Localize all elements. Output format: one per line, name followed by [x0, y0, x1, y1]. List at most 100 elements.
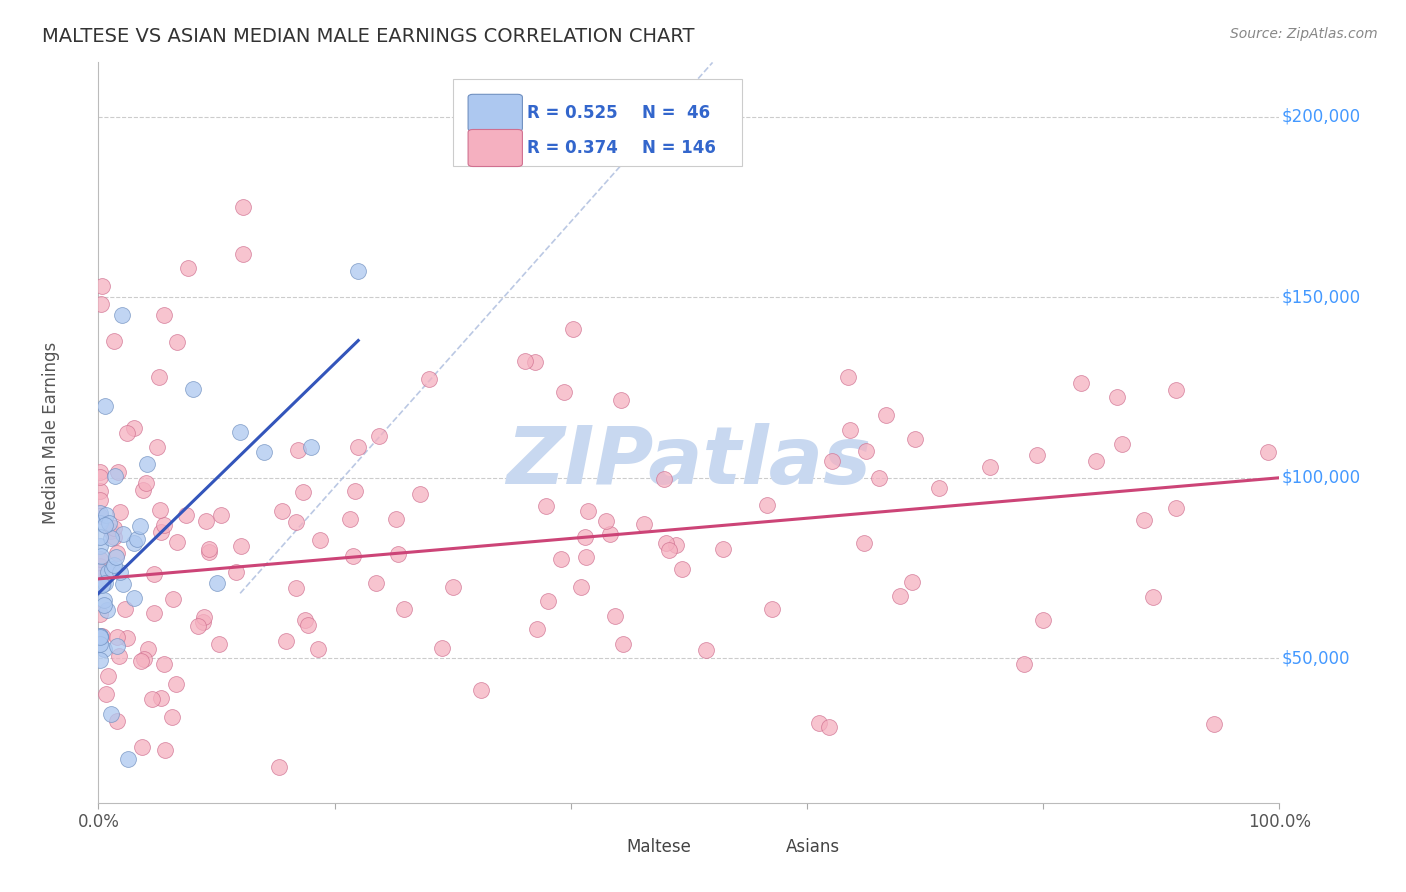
Text: N = 146: N = 146 — [641, 139, 716, 157]
Point — [299, 440, 322, 454]
Point — [1202, 716, 1225, 731]
Point — [89, 516, 111, 531]
Point — [90, 279, 112, 293]
Point — [287, 443, 309, 458]
Point — [155, 743, 177, 757]
Point — [111, 577, 134, 591]
Point — [603, 608, 626, 623]
Point — [132, 483, 155, 498]
Point — [94, 517, 117, 532]
Point — [97, 566, 120, 580]
Point — [1025, 449, 1047, 463]
Point — [1142, 591, 1164, 605]
Point — [160, 710, 183, 724]
Point — [89, 566, 111, 580]
Point — [838, 423, 860, 437]
Point — [89, 539, 111, 553]
Point — [232, 200, 254, 214]
Point — [695, 643, 717, 657]
Point — [122, 536, 145, 550]
Point — [93, 592, 115, 607]
Point — [387, 547, 409, 561]
Point — [671, 562, 693, 576]
Point — [347, 440, 370, 454]
Point — [1166, 500, 1188, 515]
Point — [89, 484, 111, 499]
Point — [1257, 445, 1279, 459]
Point — [89, 629, 111, 643]
Point — [928, 482, 950, 496]
Point — [129, 655, 152, 669]
FancyBboxPatch shape — [468, 95, 523, 131]
Point — [229, 539, 252, 553]
FancyBboxPatch shape — [738, 830, 782, 864]
Point — [105, 714, 128, 728]
Point — [229, 425, 252, 439]
Point — [569, 580, 592, 594]
Point — [394, 602, 416, 616]
Point — [105, 630, 128, 644]
Point — [524, 354, 547, 368]
Point — [94, 399, 117, 413]
Point — [665, 538, 688, 552]
Point — [103, 530, 125, 544]
Point — [100, 562, 122, 576]
Point — [339, 512, 361, 526]
Point — [89, 470, 111, 484]
Point — [187, 619, 209, 633]
Point — [94, 687, 117, 701]
Point — [89, 551, 111, 566]
Point — [761, 602, 783, 616]
Point — [136, 642, 159, 657]
Point — [889, 589, 911, 603]
Point — [285, 515, 308, 529]
Point — [100, 524, 122, 538]
Text: $200,000: $200,000 — [1282, 108, 1361, 126]
Point — [91, 576, 114, 591]
Point — [368, 429, 391, 443]
Point — [117, 426, 139, 441]
Point — [134, 652, 156, 666]
Point — [595, 514, 617, 528]
Text: Median Male Earnings: Median Male Earnings — [42, 342, 60, 524]
Point — [105, 546, 128, 560]
Point — [89, 465, 111, 479]
Point — [347, 264, 370, 278]
Point — [309, 533, 332, 547]
Point — [225, 565, 247, 579]
Point — [205, 576, 228, 591]
Point — [114, 602, 136, 616]
Point — [418, 372, 440, 386]
Point — [150, 524, 173, 539]
Point — [550, 551, 572, 566]
Point — [89, 492, 111, 507]
Point — [89, 530, 111, 544]
Point — [1164, 383, 1187, 397]
Point — [148, 370, 170, 384]
Point — [142, 567, 165, 582]
Point — [553, 385, 575, 400]
Point — [93, 641, 115, 656]
Point — [208, 637, 231, 651]
Point — [103, 558, 125, 572]
Point — [97, 669, 120, 683]
Point — [142, 606, 165, 620]
Point — [89, 653, 111, 667]
Text: Asians: Asians — [786, 838, 839, 856]
Point — [1070, 376, 1092, 391]
Point — [654, 471, 676, 485]
Point — [131, 739, 153, 754]
Point — [292, 485, 315, 500]
Point — [93, 599, 115, 613]
Point — [655, 536, 678, 550]
Point — [141, 692, 163, 706]
Point — [89, 564, 111, 578]
Point — [875, 409, 897, 423]
Point — [537, 594, 560, 608]
Point — [855, 443, 877, 458]
Text: Maltese: Maltese — [626, 838, 692, 856]
Point — [127, 532, 149, 546]
Point — [198, 542, 221, 557]
Point — [612, 636, 634, 650]
Text: $50,000: $50,000 — [1282, 649, 1350, 667]
